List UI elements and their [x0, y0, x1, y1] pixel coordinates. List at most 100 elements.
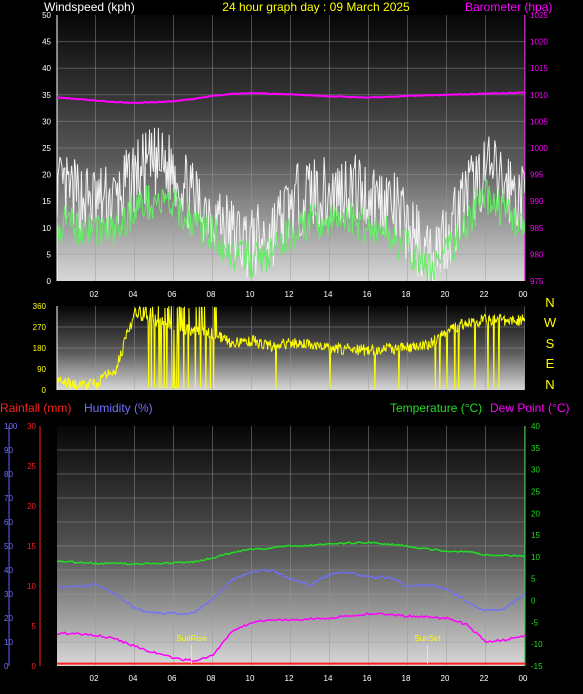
temperature-tick-label: 15 — [531, 531, 540, 540]
barometer-tick-labels: 975 980 985 990 995 1000 1005 1010 1015 1020 1025 — [530, 11, 548, 286]
x-tick-label: 14 — [324, 674, 333, 683]
barometer-tick-label: 1015 — [530, 64, 548, 73]
x-tick-label: 20 — [441, 290, 450, 299]
x-tick-label: 00 — [519, 290, 528, 299]
compass-label: W — [544, 315, 557, 330]
gust-series-line — [57, 127, 525, 281]
compass-label: S — [546, 336, 555, 351]
x-tick-label: 20 — [441, 674, 450, 683]
windspeed-tick-label: 10 — [42, 224, 51, 233]
x-tick-label: 16 — [363, 674, 372, 683]
barometer-tick-label: 975 — [530, 277, 544, 286]
humidity-tick-label: 40 — [4, 566, 13, 575]
compass-label: N — [545, 377, 554, 392]
wind-left-tick-labels: 0 5 10 15 20 25 30 35 40 45 50 — [42, 11, 51, 286]
x-tick-label: 10 — [246, 674, 255, 683]
humidity-tick-label: 100 — [4, 422, 18, 431]
temperature-tick-label: 5 — [531, 575, 536, 584]
rainfall-tick-label: 5 — [32, 622, 37, 631]
direction-tick-label: 270 — [33, 323, 47, 332]
x-tick-label: 06 — [168, 290, 177, 299]
humidity-tick-label: 20 — [4, 614, 13, 623]
wind-x-tick-labels: 02 04 06 08 10 12 14 16 18 20 22 00 — [90, 290, 528, 299]
windspeed-axis-title: Windspeed (kph) — [44, 0, 135, 14]
x-tick-label: 04 — [129, 674, 138, 683]
dewpoint-axis-title: Dew Point (°C) — [490, 401, 569, 415]
windspeed-tick-label: 50 — [42, 11, 51, 20]
humidity-axis-title: Humidity (%) — [84, 401, 153, 415]
rainfall-tick-label: 10 — [27, 582, 36, 591]
x-tick-label: 18 — [402, 290, 411, 299]
barometer-tick-label: 980 — [530, 250, 544, 259]
windspeed-tick-label: 35 — [42, 91, 51, 100]
direction-series — [57, 306, 525, 390]
rainfall-tick-labels: 0 5 10 15 20 25 30 — [27, 422, 36, 671]
temperature-axis-title: Temperature (°C) — [390, 401, 482, 415]
barometer-tick-label: 990 — [530, 197, 544, 206]
windspeed-tick-label: 40 — [42, 64, 51, 73]
rainfall-tick-label: 15 — [27, 542, 36, 551]
direction-tick-label: 0 — [42, 386, 47, 395]
temperature-tick-label: 25 — [531, 487, 540, 496]
windspeed-tick-label: 25 — [42, 144, 51, 153]
humidity-tick-labels: 0 10 20 30 40 50 60 70 80 90 100 — [4, 422, 18, 671]
x-tick-label: 16 — [363, 290, 372, 299]
sun-markers: SunRise SunSet — [176, 634, 441, 664]
temperature-tick-label: 20 — [531, 509, 540, 518]
x-tick-label: 12 — [285, 674, 294, 683]
temperature-tick-label: 10 — [531, 553, 540, 562]
humidity-series-line — [57, 568, 525, 616]
x-tick-label: 00 — [519, 674, 528, 683]
compass-label: E — [546, 356, 555, 371]
rainfall-axis-title: Rainfall (mm) — [0, 401, 71, 415]
rainfall-tick-label: 0 — [32, 662, 37, 671]
rainfall-tick-label: 20 — [27, 502, 36, 511]
humidity-tick-label: 30 — [4, 590, 13, 599]
barometer-tick-label: 985 — [530, 224, 544, 233]
windspeed-tick-label: 30 — [42, 117, 51, 126]
barometer-tick-label: 1010 — [530, 91, 548, 100]
x-tick-label: 04 — [129, 290, 138, 299]
x-tick-label: 02 — [90, 290, 99, 299]
temperature-series-line — [57, 540, 525, 566]
windspeed-tick-label: 15 — [42, 197, 51, 206]
x-tick-label: 08 — [207, 674, 216, 683]
wind-series — [57, 91, 525, 281]
wind-direction-series-line — [57, 306, 525, 390]
wind-plot-background — [57, 15, 525, 281]
x-tick-label: 10 — [246, 290, 255, 299]
barometer-tick-label: 995 — [530, 171, 544, 180]
sunrise-label: SunRise — [176, 634, 207, 643]
humidity-tick-label: 10 — [4, 638, 13, 647]
x-tick-label: 02 — [90, 674, 99, 683]
dewpoint-series-line — [57, 611, 525, 663]
windspeed-tick-label: 20 — [42, 171, 51, 180]
graph-title: 24 hour graph day : 09 March 2025 — [222, 0, 410, 14]
temperature-tick-label: -15 — [531, 662, 543, 671]
average-wind-series-line — [57, 178, 525, 281]
temperature-tick-label: 40 — [531, 422, 540, 431]
direction-tick-labels: 0 90 180 270 360 — [33, 302, 47, 395]
rainfall-tick-label: 30 — [27, 422, 36, 431]
x-tick-label: 12 — [285, 290, 294, 299]
barometer-series-line — [57, 91, 525, 105]
temperature-tick-label: 0 — [531, 597, 536, 606]
x-tick-label: 08 — [207, 290, 216, 299]
x-tick-label: 22 — [480, 674, 489, 683]
humidity-tick-label: 50 — [4, 542, 13, 551]
temperature-tick-label: 30 — [531, 466, 540, 475]
barometer-tick-label: 1025 — [530, 11, 548, 20]
x-tick-label: 06 — [168, 674, 177, 683]
temperature-tick-label: -5 — [531, 618, 539, 627]
barometer-tick-label: 1000 — [530, 144, 548, 153]
humidity-tick-label: 70 — [4, 494, 13, 503]
direction-tick-label: 180 — [33, 344, 47, 353]
temperature-tick-label: 35 — [531, 444, 540, 453]
x-tick-label: 18 — [402, 674, 411, 683]
x-tick-label: 14 — [324, 290, 333, 299]
temperature-tick-labels: -15 -10 -5 0 5 10 15 20 25 30 35 40 — [531, 422, 543, 671]
